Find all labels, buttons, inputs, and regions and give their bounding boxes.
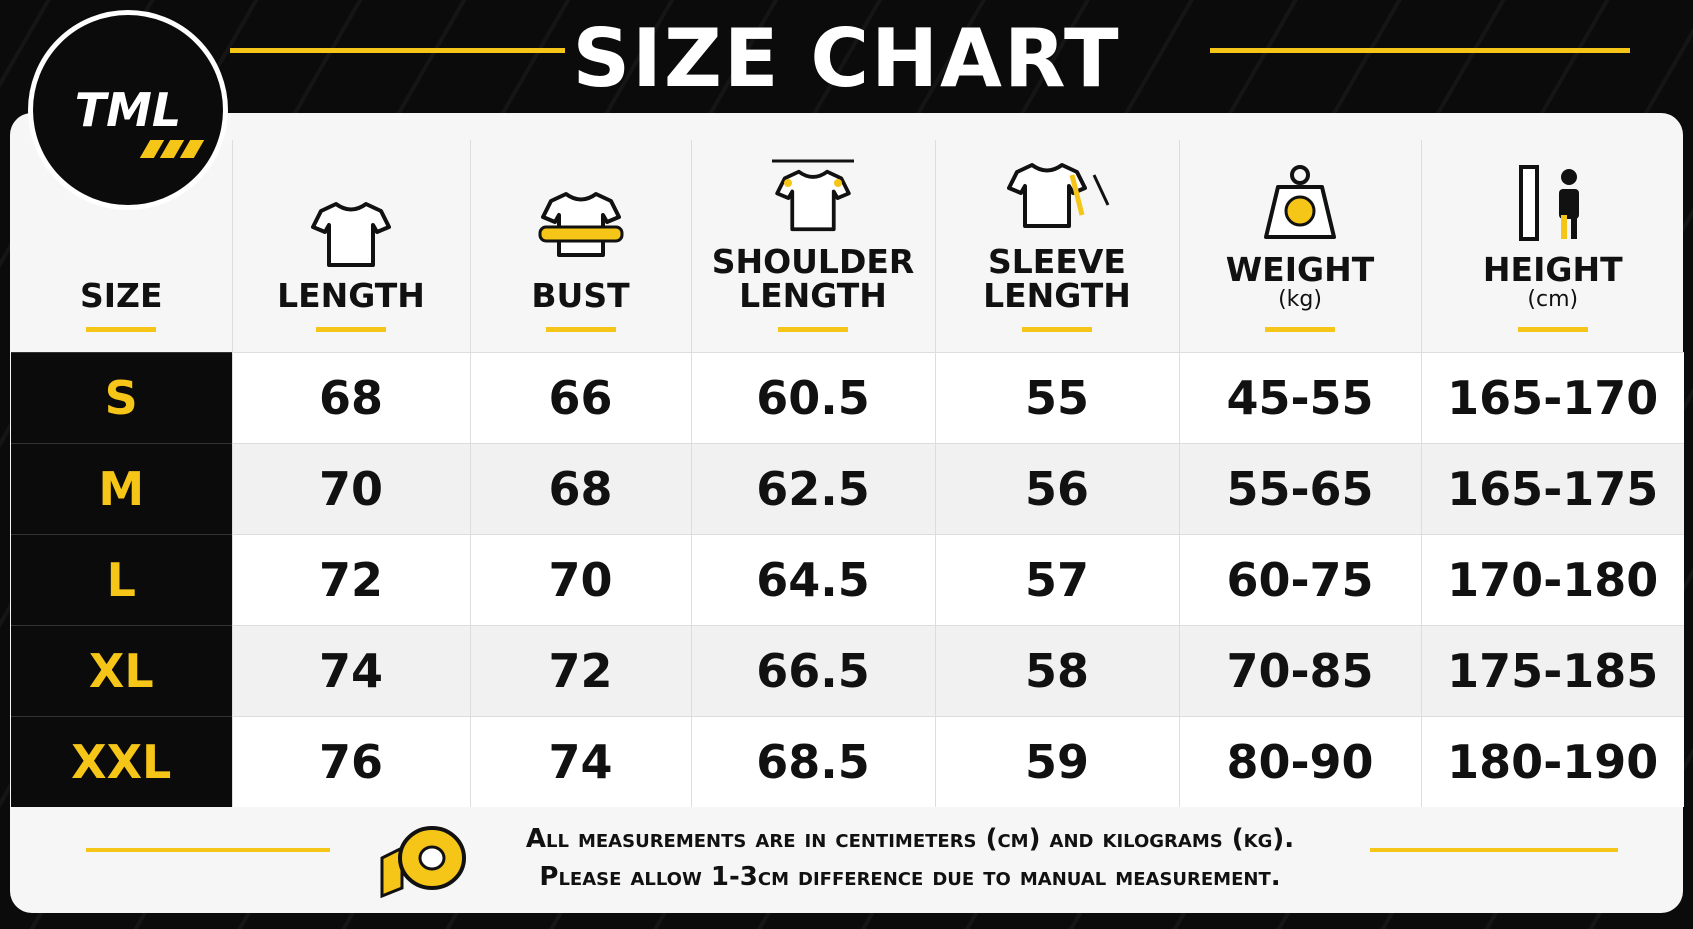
value-cell: 70 bbox=[231, 443, 470, 535]
table-row: M 70 68 62.5 56 55-65 165-175 bbox=[11, 443, 1684, 535]
value-cell: 72 bbox=[231, 534, 470, 626]
value-cell: 68 bbox=[231, 352, 470, 444]
value-cell: 45-55 bbox=[1178, 352, 1421, 444]
footer-line bbox=[86, 848, 330, 852]
value-cell: 70-85 bbox=[1178, 625, 1421, 717]
header-label: LENGTH bbox=[983, 276, 1131, 315]
tape-icon bbox=[380, 826, 466, 898]
icon bbox=[1518, 165, 1579, 241]
header-label: SIZE bbox=[79, 276, 163, 315]
header-label: SLEEVE bbox=[988, 242, 1126, 281]
value-cell: 74 bbox=[469, 716, 691, 807]
value-cell: 64.5 bbox=[690, 534, 935, 626]
header-label: WEIGHT bbox=[1225, 250, 1375, 289]
header-label: LENGTH bbox=[739, 276, 887, 315]
column-header: SIZE bbox=[11, 140, 232, 353]
size-cell: L bbox=[11, 534, 232, 626]
value-cell: 74 bbox=[231, 625, 470, 717]
icon bbox=[311, 199, 391, 269]
title-line bbox=[1210, 48, 1630, 53]
value-cell: 68.5 bbox=[690, 716, 935, 807]
header-label: SHOULDER bbox=[711, 242, 915, 281]
column-header: BUST bbox=[469, 140, 691, 353]
table-row: S 68 66 60.5 55 45-55 165-170 bbox=[11, 352, 1684, 444]
value-cell: 72 bbox=[469, 625, 691, 717]
header-unit: (cm) bbox=[1527, 287, 1579, 312]
value-cell: 66 bbox=[469, 352, 691, 444]
value-cell: 56 bbox=[934, 443, 1179, 535]
value-cell: 62.5 bbox=[690, 443, 935, 535]
value-cell: 55 bbox=[934, 352, 1179, 444]
header-unit: (kg) bbox=[1278, 287, 1322, 312]
icon bbox=[1007, 163, 1110, 228]
value-cell: 60-75 bbox=[1178, 534, 1421, 626]
value-cell: 175-185 bbox=[1420, 625, 1684, 717]
footer-line bbox=[1370, 848, 1618, 852]
column-header: LENGTH bbox=[231, 140, 470, 353]
value-cell: 80-90 bbox=[1178, 716, 1421, 807]
header-row: SIZE LENGTH BUST SHOULDER LENGTH SLEEVE LE… bbox=[11, 140, 1684, 353]
value-cell: 165-175 bbox=[1420, 443, 1684, 535]
value-cell: 58 bbox=[934, 625, 1179, 717]
header-label: BUST bbox=[531, 276, 630, 315]
column-header: SHOULDER LENGTH bbox=[690, 140, 935, 353]
value-cell: 57 bbox=[934, 534, 1179, 626]
title-line bbox=[230, 48, 565, 53]
table-row: XL 74 72 66.5 58 70-85 175-185 bbox=[11, 625, 1684, 717]
logo: TML bbox=[28, 10, 228, 210]
value-cell: 55-65 bbox=[1178, 443, 1421, 535]
footer-note: All measurements are in centimeters (cm)… bbox=[525, 824, 1295, 854]
size-cell: XXL bbox=[11, 716, 232, 807]
header-label: HEIGHT bbox=[1482, 250, 1623, 289]
value-cell: 170-180 bbox=[1420, 534, 1684, 626]
icon bbox=[772, 159, 854, 232]
column-header: SLEEVE LENGTH bbox=[934, 140, 1179, 353]
value-cell: 60.5 bbox=[690, 352, 935, 444]
value-cell: 180-190 bbox=[1420, 716, 1684, 807]
value-cell: 70 bbox=[469, 534, 691, 626]
value-cell: 66.5 bbox=[690, 625, 935, 717]
value-cell: 165-170 bbox=[1420, 352, 1684, 444]
logo-text: TML bbox=[74, 83, 182, 137]
icon bbox=[538, 192, 623, 257]
table-row: XXL 76 74 68.5 59 80-90 180-190 bbox=[11, 716, 1684, 807]
value-cell: 59 bbox=[934, 716, 1179, 807]
icon bbox=[1264, 165, 1336, 239]
value-cell: 68 bbox=[469, 443, 691, 535]
size-cell: XL bbox=[11, 625, 232, 717]
value-cell: 76 bbox=[231, 716, 470, 807]
table-body: S 68 66 60.5 55 45-55 165-170 M 70 68 62.5 56 55-65 1… bbox=[11, 352, 1684, 807]
title: SIZE CHART bbox=[572, 12, 1121, 105]
footer-notes: All measurements are in centimeters (cm)… bbox=[460, 820, 1360, 896]
column-header: HEIGHT (cm) bbox=[1420, 140, 1684, 353]
header-label: LENGTH bbox=[277, 276, 425, 315]
column-header: WEIGHT (kg) bbox=[1178, 140, 1421, 353]
size-cell: S bbox=[11, 352, 232, 444]
table-row: L 72 70 64.5 57 60-75 170-180 bbox=[11, 534, 1684, 626]
size-cell: M bbox=[11, 443, 232, 535]
size-table: SIZE LENGTH BUST SHOULDER LENGTH SLEEVE LE… bbox=[11, 140, 1684, 807]
footer-note: Please allow 1-3cm difference due to man… bbox=[539, 862, 1281, 892]
